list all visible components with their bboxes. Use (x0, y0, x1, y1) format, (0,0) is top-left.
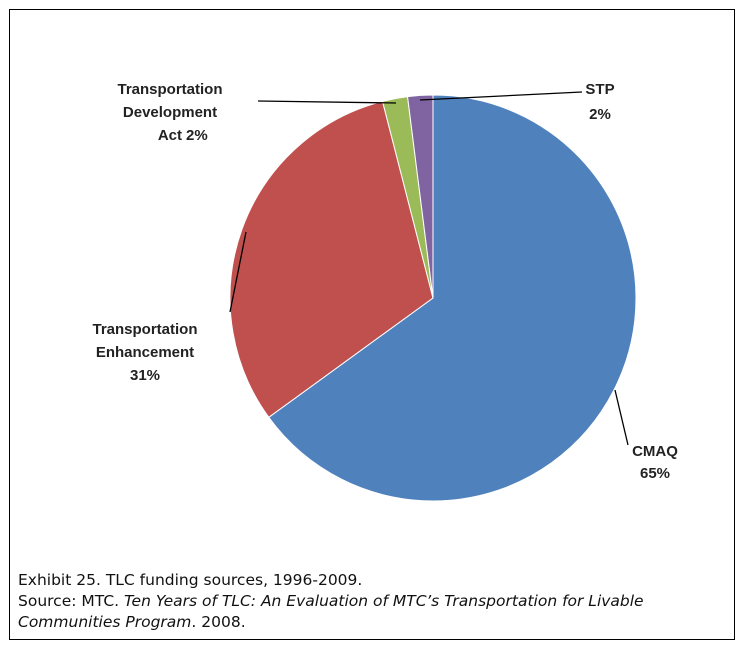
pie (229, 94, 637, 502)
leader-line (229, 231, 247, 313)
slice-label: CMAQ (632, 443, 678, 460)
source-title: Ten Years of TLC: An Evaluation of MTC’s… (18, 592, 644, 631)
pie-slice (268, 94, 637, 502)
caption-source: Source: MTC. Ten Years of TLC: An Evalua… (18, 591, 718, 633)
leader-line (257, 100, 397, 104)
caption: Exhibit 25. TLC funding sources, 1996-20… (18, 570, 718, 633)
source-suffix: . 2008. (191, 613, 246, 631)
chart: CMAQ 65% Transportation Enhancement 31% Trans… (92, 81, 678, 502)
pie-slice (229, 100, 434, 419)
slice-label: STP (585, 81, 614, 98)
slice-label: Transportation Development Act (117, 81, 222, 144)
slice-value-label: 2% (589, 106, 611, 123)
source-prefix: Source: MTC. (18, 592, 124, 610)
frame (9, 9, 735, 640)
caption-title: Exhibit 25. TLC funding sources, 1996-20… (18, 571, 363, 589)
slice-value-label: 2% (186, 127, 208, 144)
leader-line (614, 389, 629, 446)
slice-value-label: 31% (130, 367, 160, 384)
slice-value-label: 65% (640, 465, 670, 482)
pie-slice (406, 94, 434, 299)
leader-line (419, 91, 583, 101)
slice-label: Transportation Enhancement (92, 321, 197, 361)
